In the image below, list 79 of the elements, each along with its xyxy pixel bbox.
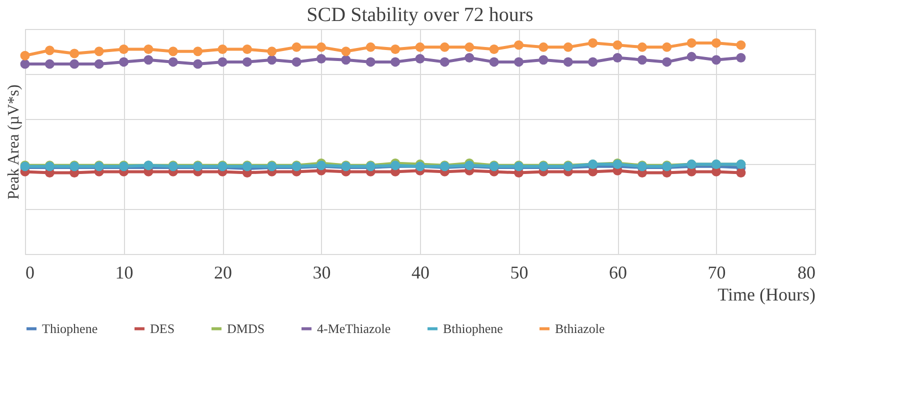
point — [70, 48, 80, 58]
point — [366, 57, 376, 67]
point — [94, 46, 104, 56]
point — [20, 50, 30, 60]
legend-label: Thiophene — [42, 320, 98, 336]
point — [44, 59, 54, 69]
legend-label: DMDS — [227, 320, 265, 336]
y-axis-title: Peak Area (µV*s) — [6, 84, 22, 200]
point — [94, 59, 104, 69]
x-tick-label: 0 — [26, 262, 34, 282]
point — [637, 55, 647, 65]
point — [489, 44, 499, 54]
point — [514, 40, 524, 50]
point — [144, 55, 154, 65]
point — [144, 44, 154, 54]
point — [514, 57, 524, 67]
point — [415, 54, 425, 64]
point — [712, 38, 721, 48]
point — [292, 57, 302, 67]
point — [390, 44, 400, 54]
point — [168, 57, 178, 67]
point — [316, 42, 326, 52]
point — [242, 57, 252, 67]
chart-title: SCD Stability over 72 hours — [306, 4, 534, 26]
point — [119, 44, 128, 54]
point — [218, 57, 228, 67]
point — [712, 55, 721, 65]
x-axis-title: Time (Hours) — [718, 284, 816, 304]
legend-label: Bthiophene — [443, 320, 504, 336]
x-tick-label: 20 — [214, 262, 232, 282]
point — [686, 38, 696, 48]
point — [588, 38, 598, 48]
point — [563, 57, 573, 67]
point — [440, 42, 450, 52]
point — [686, 52, 696, 62]
point — [588, 57, 598, 67]
legend-label: DES — [150, 320, 175, 336]
point — [736, 40, 746, 50]
point — [193, 59, 203, 69]
legend-label: 4-MeThiazole — [317, 320, 391, 336]
point — [538, 42, 548, 52]
point — [736, 168, 746, 178]
point — [316, 54, 326, 64]
point — [464, 52, 474, 62]
point — [440, 57, 450, 67]
point — [662, 42, 672, 52]
point — [341, 46, 351, 56]
point — [119, 57, 128, 67]
point — [20, 59, 30, 69]
point — [637, 42, 647, 52]
x-tick-label: 10 — [115, 262, 134, 282]
x-tick-label: 30 — [312, 262, 331, 282]
point — [415, 42, 425, 52]
point — [341, 55, 351, 65]
point — [366, 42, 376, 52]
x-tick-label: 50 — [510, 262, 528, 282]
point — [612, 52, 622, 62]
point — [44, 46, 54, 56]
point — [464, 42, 474, 52]
point — [538, 55, 548, 65]
point — [489, 57, 499, 67]
x-tick-label: 70 — [708, 262, 726, 282]
point — [242, 44, 252, 54]
x-tick-label: 80 — [798, 262, 816, 282]
point — [267, 46, 277, 56]
point — [70, 59, 80, 69]
point — [193, 46, 203, 56]
point — [662, 57, 672, 67]
point — [612, 40, 622, 50]
x-tick-label: 60 — [609, 262, 627, 282]
point — [168, 46, 178, 56]
x-tick-label: 40 — [412, 262, 430, 282]
point — [390, 57, 400, 67]
point — [218, 44, 228, 54]
point — [736, 52, 746, 62]
point — [267, 55, 277, 65]
legend-label: Bthiazole — [555, 320, 606, 336]
point — [563, 42, 573, 52]
point — [292, 42, 302, 52]
